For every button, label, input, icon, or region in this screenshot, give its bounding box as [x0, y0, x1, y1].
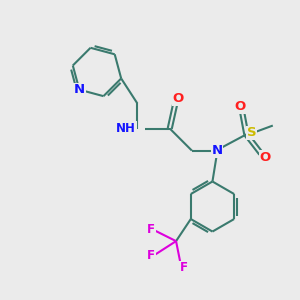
Text: O: O	[234, 100, 245, 113]
Text: O: O	[260, 151, 271, 164]
Text: F: F	[147, 249, 155, 262]
Text: O: O	[172, 92, 184, 105]
Text: NH: NH	[116, 122, 136, 135]
Text: N: N	[74, 83, 85, 96]
Text: S: S	[247, 126, 256, 140]
Text: N: N	[211, 144, 222, 157]
Text: F: F	[179, 261, 188, 274]
Text: F: F	[147, 223, 155, 236]
